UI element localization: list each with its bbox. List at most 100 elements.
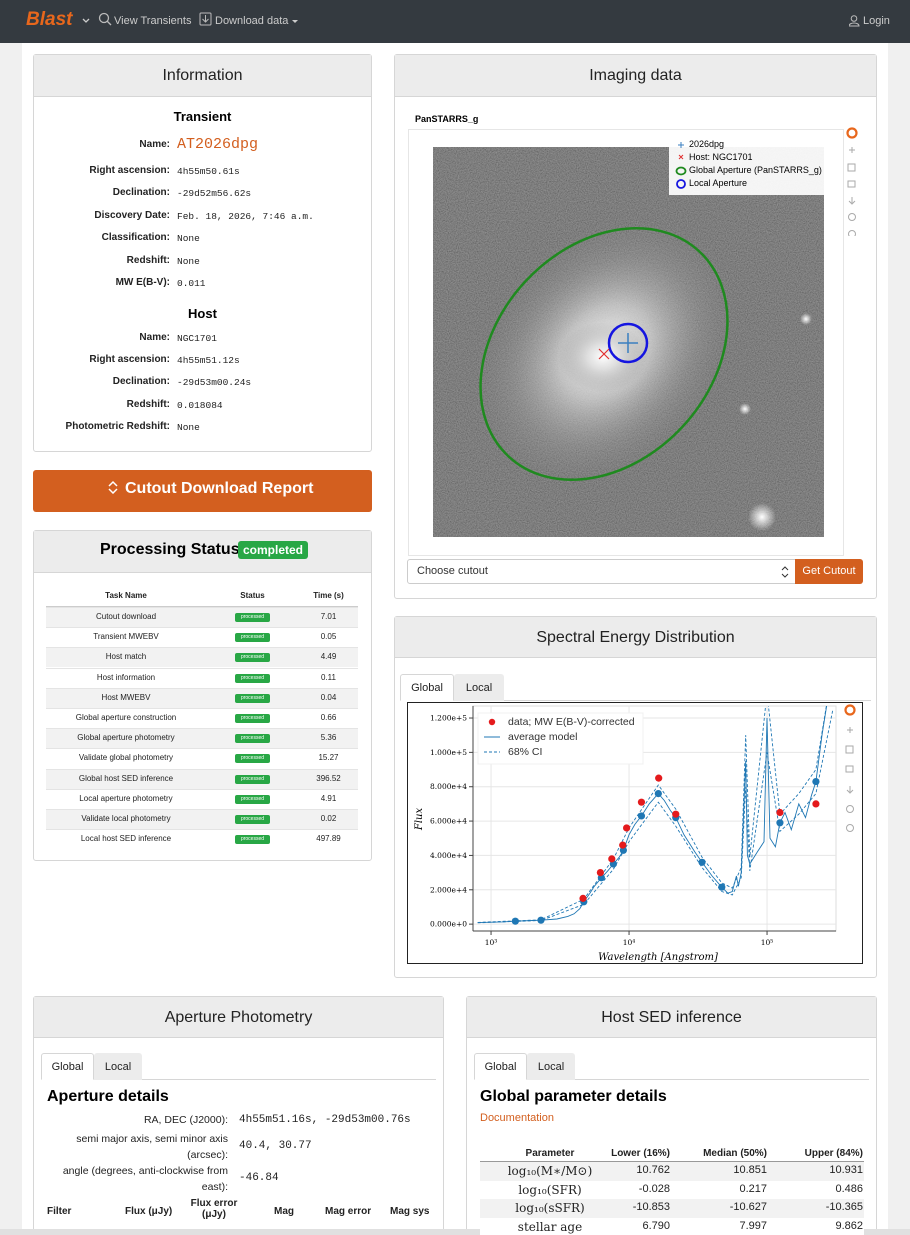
field-value: -29d53m00.24s bbox=[177, 377, 252, 388]
tab[interactable]: Local bbox=[94, 1053, 142, 1080]
y-tick-label: 4.000e+4 bbox=[430, 851, 467, 860]
legend-label: Host: NGC1701 bbox=[689, 152, 753, 162]
table-cell: 0.02 bbox=[320, 814, 337, 823]
detail-label: semi major axis, semi minor axis (arcsec… bbox=[76, 1133, 228, 1161]
table-cell: Host match bbox=[105, 652, 147, 662]
column-header: Mag error bbox=[325, 1206, 372, 1217]
nav-link[interactable]: Download data bbox=[215, 15, 289, 27]
field-value: None bbox=[177, 233, 200, 244]
table-cell: 0.11 bbox=[321, 672, 336, 682]
table-cell: Global host SED inference bbox=[78, 773, 174, 783]
data-point bbox=[812, 800, 820, 808]
table-cell: 10.762 bbox=[636, 1164, 670, 1176]
x-axis-title: Wavelength [Angstrom] bbox=[598, 952, 718, 963]
table-cell: Validate local photometry bbox=[81, 814, 171, 823]
y-tick-label: 2.000e+4 bbox=[430, 885, 467, 894]
status-badge: processed bbox=[235, 774, 270, 784]
legend-swatch bbox=[488, 718, 496, 726]
field-label: Redshift: bbox=[126, 399, 170, 410]
card-header: Aperture Photometry bbox=[34, 997, 443, 1038]
aperture-card: Aperture Photometry Global Local Apertur… bbox=[33, 996, 444, 1235]
table-cell: 7.01 bbox=[320, 612, 337, 621]
table-cell: 0.05 bbox=[320, 632, 337, 642]
card-title: Processing Status: bbox=[100, 541, 245, 558]
status-badge: processed bbox=[235, 693, 270, 703]
data-point bbox=[776, 808, 784, 817]
tab[interactable]: Global bbox=[400, 674, 454, 701]
legend-label: data; MW E(B-V)-corrected bbox=[508, 716, 635, 728]
tab-line bbox=[400, 700, 871, 701]
nav-icons bbox=[82, 12, 298, 26]
column-header: Upper (84%) bbox=[804, 1148, 863, 1159]
table-row bbox=[46, 708, 358, 728]
table-row bbox=[480, 1180, 864, 1199]
table-cell: Global aperture photometry bbox=[77, 733, 175, 743]
tab[interactable]: Local bbox=[454, 674, 504, 701]
plot-toolbar[interactable] bbox=[845, 126, 859, 236]
table-row bbox=[46, 607, 358, 627]
field-label: Discovery Date: bbox=[94, 210, 170, 221]
field-value: NGC1701 bbox=[177, 333, 217, 344]
card-header: Imaging data bbox=[395, 55, 876, 97]
data-point bbox=[619, 841, 627, 849]
table-cell: 4.49 bbox=[320, 652, 337, 662]
field-value: 0.018084 bbox=[177, 400, 223, 411]
parameter-name: log₁₀(M∗/M⊙) bbox=[507, 1164, 593, 1178]
table-cell: 497.89 bbox=[316, 834, 341, 844]
select-label: Choose cutout bbox=[417, 565, 488, 577]
chart-toolbar[interactable] bbox=[843, 703, 857, 833]
table-row bbox=[46, 728, 358, 749]
table-cell: Global aperture construction bbox=[75, 713, 177, 722]
documentation-link[interactable]: Documentation bbox=[480, 1112, 554, 1124]
table-row bbox=[46, 647, 358, 668]
card-header: Host SED inference bbox=[467, 997, 876, 1038]
table-cell: Cutout download bbox=[95, 612, 157, 621]
transient-marker bbox=[618, 333, 638, 353]
legend-box bbox=[477, 712, 644, 765]
bottom-bar bbox=[0, 1229, 910, 1235]
status-badge: processed bbox=[235, 714, 270, 723]
get-cutout-button[interactable]: Get Cutout bbox=[795, 559, 863, 584]
model-point bbox=[776, 819, 784, 827]
status-badge: processed bbox=[235, 633, 270, 643]
table-row bbox=[480, 1162, 864, 1181]
table-row bbox=[46, 809, 358, 829]
tab[interactable]: Global bbox=[474, 1053, 527, 1080]
tab[interactable]: Global bbox=[41, 1053, 94, 1080]
field-value: None bbox=[177, 422, 200, 433]
table-cell: 6.790 bbox=[642, 1219, 670, 1232]
status-badge: processed bbox=[235, 734, 270, 744]
tab[interactable]: Local bbox=[527, 1053, 575, 1080]
table-row bbox=[46, 768, 358, 789]
table-cell: -10.627 bbox=[729, 1201, 767, 1213]
table-row bbox=[46, 627, 358, 648]
nav-link[interactable]: View Transients bbox=[114, 15, 192, 27]
section-heading: Host bbox=[188, 306, 217, 321]
login-link[interactable]: Login bbox=[863, 15, 890, 27]
status-badge: processed bbox=[235, 815, 270, 824]
cutout-select[interactable]: Choose cutout bbox=[407, 559, 796, 584]
model-point bbox=[718, 883, 726, 891]
field-value: None bbox=[177, 256, 200, 267]
field-label: MW E(B-V): bbox=[115, 277, 170, 288]
field-value: 4h55m51.12s bbox=[177, 355, 240, 366]
model-point bbox=[537, 916, 545, 924]
parameter-name: log₁₀(sSFR) bbox=[515, 1201, 585, 1215]
field-value: 0.011 bbox=[177, 278, 206, 289]
field-value: -29d52m56.62s bbox=[177, 188, 252, 199]
cutout-download-button[interactable]: Cutout Download Report bbox=[33, 470, 372, 512]
table-cell: 0.04 bbox=[320, 692, 337, 702]
legend-label: Global Aperture (PanSTARRS_g) bbox=[689, 165, 822, 175]
table-cell: 396.52 bbox=[316, 773, 341, 783]
button-label: Cutout Download Report bbox=[125, 480, 314, 497]
y-tick-label: 1.000e+5 bbox=[430, 748, 467, 757]
tab-line bbox=[474, 1079, 869, 1080]
table-cell: -10.853 bbox=[632, 1201, 670, 1213]
data-point bbox=[655, 774, 663, 782]
status-badge: completed bbox=[238, 541, 309, 559]
brand[interactable]: Blast bbox=[26, 9, 73, 30]
field-label: Declination: bbox=[112, 187, 170, 198]
field-label: Name: bbox=[139, 332, 170, 343]
